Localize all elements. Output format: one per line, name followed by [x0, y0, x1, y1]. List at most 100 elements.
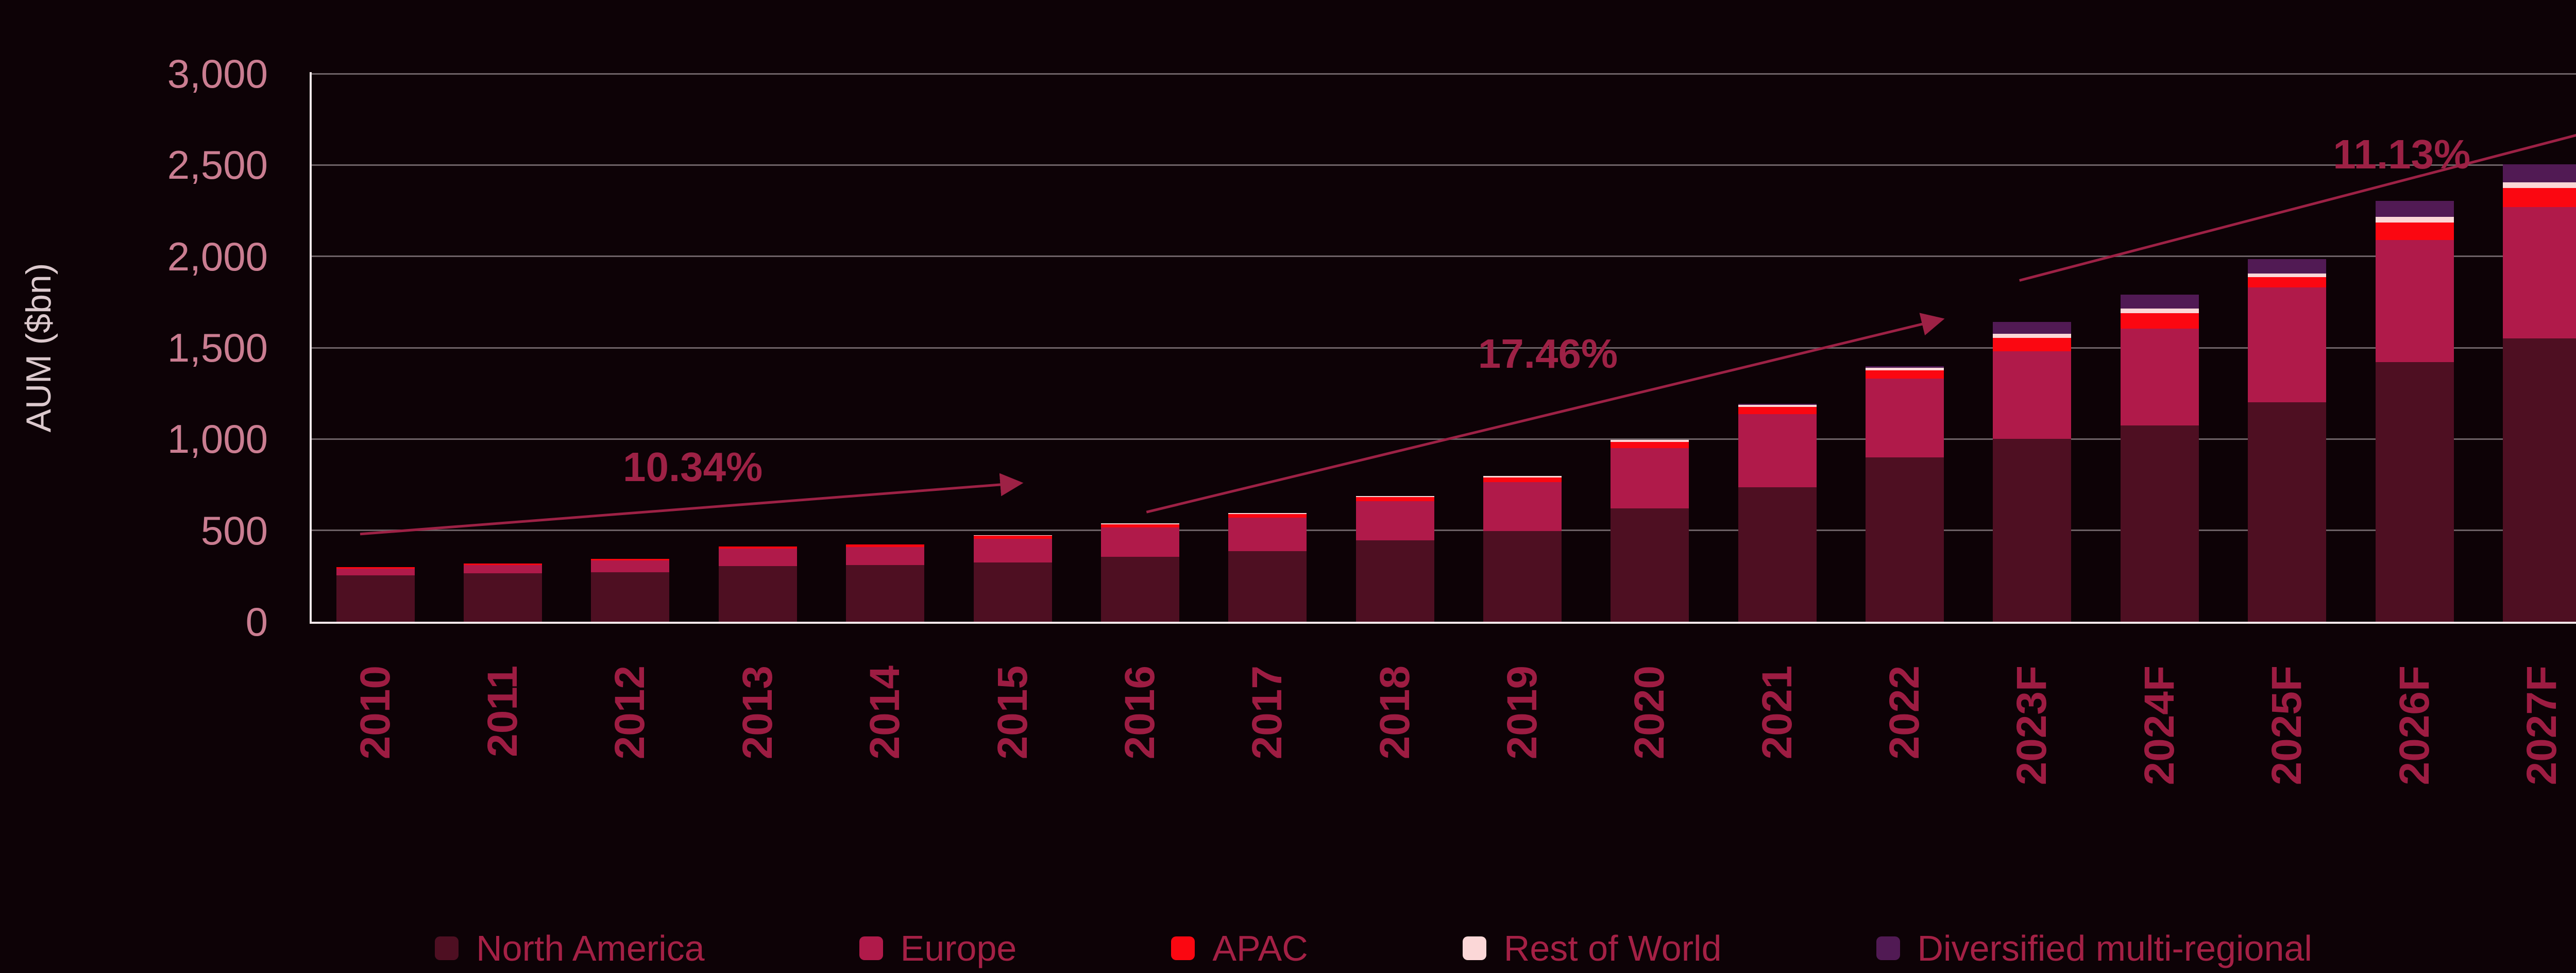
bar-2023f: [1993, 322, 2072, 622]
x-tick-label-2017: 2017: [1244, 665, 1291, 760]
gridline-2500: [312, 164, 2576, 166]
x-tick-label-2015: 2015: [989, 665, 1036, 760]
bar-segment-europe: [1611, 448, 1689, 509]
legend-swatch-rest-of-world: [1462, 936, 1486, 960]
bar-segment-apac: [591, 558, 670, 561]
bar-segment-europe: [2502, 207, 2576, 339]
legend-label-diversified-multi-regional: Diversified multi-regional: [1917, 928, 2312, 968]
legend-label-north-america: North America: [476, 928, 705, 968]
y-axis-line: [310, 72, 312, 624]
bar-segment-diversified-multi-regional: [2248, 259, 2327, 274]
bar-segment-north-america: [1993, 439, 2072, 622]
bar-segment-rest-of-world: [2502, 182, 2576, 188]
bar-segment-north-america: [1100, 557, 1179, 622]
bar-segment-apac: [1611, 441, 1689, 449]
bar-segment-europe: [336, 569, 415, 575]
gridline-1000: [312, 438, 2576, 440]
bar-segment-europe: [1355, 501, 1434, 541]
legend-item-diversified-multi-regional: Diversified multi-regional: [1876, 929, 2312, 968]
legend-item-north-america: North America: [435, 928, 705, 968]
bar-2010: [336, 567, 415, 622]
bar-2026f: [2375, 200, 2454, 622]
bar-segment-north-america: [1483, 531, 1562, 622]
bar-segment-europe: [846, 547, 925, 566]
bar-segment-north-america: [2375, 362, 2454, 622]
legend-label-europe: Europe: [900, 928, 1017, 968]
x-tick-label-2018: 2018: [1371, 665, 1418, 760]
x-tick-label-2027f: 2027F: [2518, 665, 2565, 786]
gridline-3000: [312, 73, 2576, 75]
bar-segment-europe: [1483, 482, 1562, 532]
bar-segment-north-america: [1611, 508, 1689, 622]
bar-segment-north-america: [2120, 425, 2199, 622]
bar-segment-diversified-multi-regional: [2375, 200, 2454, 217]
bar-2017: [1228, 513, 1307, 622]
x-tick-label-2021: 2021: [1753, 665, 1801, 760]
bar-segment-europe: [973, 538, 1052, 562]
legend-swatch-diversified-multi-regional: [1876, 936, 1900, 960]
bar-segment-apac: [2375, 223, 2454, 240]
bar-2020: [1611, 440, 1689, 622]
x-tick-label-2019: 2019: [1499, 665, 1546, 760]
bar-segment-apac: [2120, 313, 2199, 329]
bar-segment-apac: [336, 567, 415, 569]
bar-2027f: [2502, 164, 2576, 622]
bar-segment-europe: [1738, 414, 1817, 488]
x-tick-label-2025f: 2025F: [2263, 665, 2311, 786]
gridline-2000: [312, 255, 2576, 258]
bar-segment-apac: [2502, 187, 2576, 207]
bar-segment-rest-of-world: [1993, 334, 2072, 338]
x-tick-label-2026f: 2026F: [2391, 665, 2438, 786]
y-axis-title: AUM ($bn): [19, 263, 58, 433]
x-axis-line: [310, 622, 2576, 624]
y-tick-label-2500: 2,500: [167, 142, 268, 188]
bar-segment-apac: [2248, 277, 2327, 287]
bar-segment-apac: [718, 546, 797, 549]
bar-segment-diversified-multi-regional: [2120, 295, 2199, 309]
y-tick-label-3000: 3,000: [167, 51, 268, 96]
bar-segment-apac: [1866, 370, 1944, 379]
legend-swatch-europe: [859, 936, 883, 960]
x-tick-label-2013: 2013: [734, 665, 781, 760]
bar-2014: [846, 544, 925, 622]
bar-segment-north-america: [1228, 551, 1307, 622]
bar-segment-europe: [2120, 328, 2199, 425]
bar-segment-apac: [973, 536, 1052, 539]
bar-segment-north-america: [1738, 487, 1817, 622]
bar-2012: [591, 558, 670, 622]
bar-segment-rest-of-world: [1228, 513, 1307, 514]
bar-2011: [464, 564, 543, 622]
bar-2013: [718, 546, 797, 622]
bar-segment-europe: [464, 565, 543, 574]
legend: North America Europe APAC Rest of World Dive…: [0, 929, 2576, 968]
bar-2015: [973, 535, 1052, 622]
x-tick-label-2012: 2012: [606, 665, 654, 760]
legend-item-apac: APAC: [1171, 929, 1308, 968]
gridline-1500: [312, 347, 2576, 349]
legend-item-rest-of-world: Rest of World: [1462, 928, 1722, 968]
bar-2018: [1355, 496, 1434, 622]
x-tick-label-2023f: 2023F: [2008, 665, 2056, 786]
bar-2016: [1100, 523, 1179, 622]
bar-segment-apac: [1100, 524, 1179, 528]
bar-segment-apac: [1228, 514, 1307, 518]
bar-2024f: [2120, 295, 2199, 622]
x-tick-label-2020: 2020: [1626, 665, 1673, 760]
bar-segment-rest-of-world: [2375, 217, 2454, 223]
legend-label-rest-of-world: Rest of World: [1503, 928, 1722, 968]
bar-2021: [1738, 404, 1817, 622]
bar-segment-europe: [718, 549, 797, 566]
bar-segment-rest-of-world: [2248, 274, 2327, 278]
x-tick-label-2014: 2014: [861, 665, 909, 760]
bar-segment-north-america: [973, 562, 1052, 622]
x-tick-label-2016: 2016: [1116, 665, 1163, 760]
bar-segment-europe: [591, 560, 670, 573]
bar-segment-apac: [846, 544, 925, 547]
bar-segment-europe: [1100, 527, 1179, 557]
bar-segment-north-america: [2502, 338, 2576, 622]
bar-segment-rest-of-world: [1100, 523, 1179, 524]
bar-segment-apac: [1738, 407, 1817, 415]
bar-segment-north-america: [464, 573, 543, 622]
bar-segment-europe: [1993, 351, 2072, 439]
